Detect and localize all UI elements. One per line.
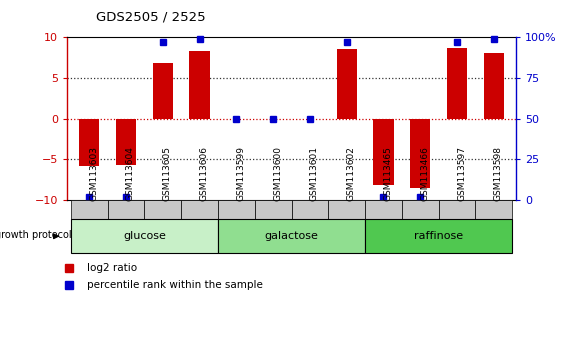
Text: growth protocol: growth protocol <box>0 230 72 240</box>
Text: galactose: galactose <box>265 231 318 241</box>
Bar <box>328 200 365 223</box>
Bar <box>79 119 99 166</box>
Text: glucose: glucose <box>123 231 166 241</box>
Bar <box>218 200 255 223</box>
Bar <box>292 200 328 223</box>
Text: log2 ratio: log2 ratio <box>87 263 137 273</box>
Text: GSM113602: GSM113602 <box>347 146 356 201</box>
Bar <box>116 119 136 165</box>
Text: GSM113466: GSM113466 <box>420 146 429 201</box>
Bar <box>484 53 504 119</box>
Bar <box>447 48 467 119</box>
Text: GSM113603: GSM113603 <box>89 146 98 201</box>
Bar <box>107 200 145 223</box>
Bar <box>365 200 402 223</box>
Text: percentile rank within the sample: percentile rank within the sample <box>87 280 263 290</box>
Bar <box>153 63 173 119</box>
Bar <box>438 200 476 223</box>
Bar <box>71 219 218 253</box>
Text: GSM113604: GSM113604 <box>126 146 135 201</box>
Text: GSM113600: GSM113600 <box>273 146 282 201</box>
Bar <box>255 200 292 223</box>
Bar <box>181 200 218 223</box>
Bar <box>336 50 357 119</box>
Text: GSM113597: GSM113597 <box>457 146 466 201</box>
Bar <box>476 200 512 223</box>
Bar <box>71 200 107 223</box>
Text: GSM113598: GSM113598 <box>494 146 503 201</box>
Text: GSM113465: GSM113465 <box>384 146 392 201</box>
Bar <box>145 200 181 223</box>
Bar <box>402 200 438 223</box>
Text: GSM113606: GSM113606 <box>199 146 209 201</box>
Bar <box>189 51 210 119</box>
Text: GSM113605: GSM113605 <box>163 146 172 201</box>
Text: raffinose: raffinose <box>414 231 463 241</box>
Bar <box>373 119 394 185</box>
Bar <box>365 219 512 253</box>
Text: GDS2505 / 2525: GDS2505 / 2525 <box>96 11 206 24</box>
Bar <box>410 119 430 188</box>
Text: GSM113599: GSM113599 <box>236 146 245 201</box>
Text: GSM113601: GSM113601 <box>310 146 319 201</box>
Bar <box>218 219 365 253</box>
